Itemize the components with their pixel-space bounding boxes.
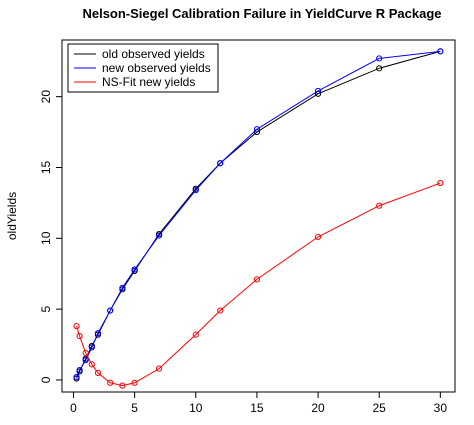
data-point [88,361,95,368]
chart-title: Nelson-Siegel Calibration Failure in Yie… [82,6,441,21]
legend-label: old observed yields [102,47,205,61]
data-point [73,323,80,330]
data-point [376,55,383,62]
y-tick-label: 20 [39,90,53,104]
data-point [192,187,199,194]
y-axis-label: oldYields [5,192,19,240]
x-tick-label: 0 [70,401,77,415]
x-tick-label: 10 [189,401,203,415]
x-tick-label: 15 [250,401,264,415]
data-point [217,160,224,167]
data-point [314,233,322,240]
data-point [88,344,95,351]
series-line [76,182,441,387]
data-point [119,284,126,291]
data-point [437,48,444,55]
y-tick-label: 15 [39,160,53,174]
y-tick-label: 5 [39,305,53,312]
data-point [73,374,80,381]
data-point [107,307,114,314]
data-point [131,379,138,386]
data-point [253,276,261,283]
data-point [155,365,163,372]
data-point [314,87,322,95]
data-point [437,179,444,187]
plot-box [61,39,456,393]
legend-label: new observed yields [102,61,211,75]
legend-label: NS-Fit new yields [102,75,195,89]
x-tick-label: 30 [434,401,448,415]
data-point [253,126,261,133]
data-point [119,382,126,389]
data-point [76,366,83,374]
data-point [94,330,102,337]
data-point [192,331,199,338]
data-point [376,65,383,72]
data-point [82,349,89,357]
y-tick-label: 0 [39,376,53,383]
data-point [82,357,89,364]
data-point [131,266,138,273]
x-tick-label: 20 [311,401,325,415]
x-tick-label: 5 [131,401,138,415]
data-point [76,332,83,340]
data-point [217,307,224,314]
data-point [107,379,114,386]
data-point [94,369,102,376]
y-tick-label: 10 [39,231,53,245]
data-point [376,202,383,209]
x-tick-label: 25 [373,401,387,415]
data-point [155,232,163,239]
